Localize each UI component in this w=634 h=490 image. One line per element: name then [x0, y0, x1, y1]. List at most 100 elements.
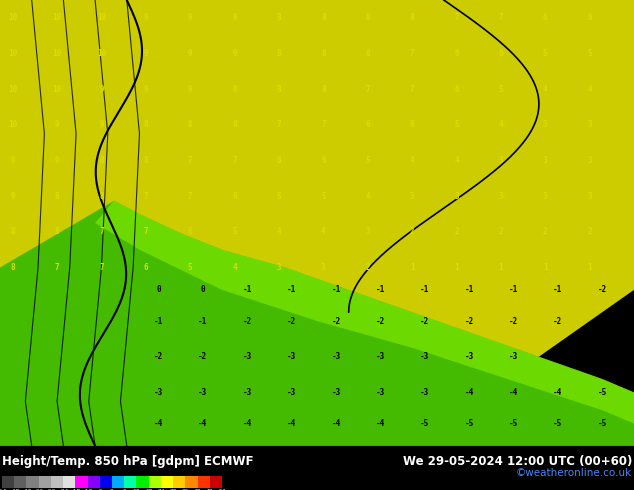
- Text: -2: -2: [154, 352, 163, 361]
- Bar: [112, 476, 124, 488]
- Bar: [124, 476, 136, 488]
- Text: -1: -1: [243, 285, 252, 294]
- Text: 8: 8: [321, 49, 326, 58]
- Text: -24: -24: [58, 489, 68, 490]
- Text: 4: 4: [454, 156, 459, 165]
- Text: -4: -4: [198, 419, 207, 428]
- Text: 24: 24: [157, 489, 165, 490]
- Text: 54: 54: [218, 489, 226, 490]
- Bar: [198, 476, 210, 488]
- Text: 8: 8: [10, 263, 15, 272]
- Text: 8: 8: [99, 192, 104, 201]
- Text: -3: -3: [154, 388, 163, 397]
- Text: 4: 4: [543, 85, 548, 94]
- Text: 8: 8: [232, 85, 237, 94]
- Text: 1: 1: [587, 263, 592, 272]
- Text: -1: -1: [465, 285, 474, 294]
- Text: 3: 3: [543, 121, 548, 129]
- Text: 10: 10: [8, 49, 17, 58]
- Text: 10: 10: [97, 13, 106, 23]
- Text: 9: 9: [55, 121, 60, 129]
- Text: 2: 2: [410, 227, 415, 236]
- Text: 0: 0: [110, 489, 114, 490]
- Bar: [185, 476, 198, 488]
- Text: -2: -2: [198, 352, 207, 361]
- Text: 10: 10: [53, 13, 61, 23]
- Text: -48: -48: [9, 489, 20, 490]
- Text: 9: 9: [10, 192, 15, 201]
- Text: 8: 8: [55, 192, 60, 201]
- Text: 10: 10: [53, 49, 61, 58]
- Text: 6: 6: [543, 13, 548, 23]
- Text: -2: -2: [420, 317, 429, 325]
- Text: 5: 5: [365, 156, 370, 165]
- Text: 8: 8: [365, 13, 370, 23]
- Polygon shape: [0, 0, 634, 401]
- Text: -30: -30: [45, 489, 56, 490]
- Text: 9: 9: [188, 85, 193, 94]
- Text: -4: -4: [287, 419, 296, 428]
- Text: -1: -1: [332, 285, 340, 294]
- Text: -5: -5: [598, 419, 607, 428]
- Text: 10: 10: [8, 85, 17, 94]
- Text: 7: 7: [99, 263, 104, 272]
- Text: -4: -4: [598, 352, 607, 361]
- Text: 8: 8: [55, 227, 60, 236]
- Text: -2: -2: [509, 317, 518, 325]
- Text: 3: 3: [587, 156, 592, 165]
- Text: 7: 7: [410, 85, 415, 94]
- Text: 6: 6: [365, 121, 370, 129]
- Text: -3: -3: [376, 352, 385, 361]
- Text: -4: -4: [553, 388, 562, 397]
- Bar: [39, 476, 51, 488]
- Text: -3: -3: [553, 352, 562, 361]
- Text: 0: 0: [156, 285, 161, 294]
- Text: 9: 9: [99, 85, 104, 94]
- Bar: [161, 476, 173, 488]
- Text: 8: 8: [276, 49, 281, 58]
- Bar: [87, 476, 100, 488]
- Text: -3: -3: [287, 388, 296, 397]
- Bar: [27, 476, 39, 488]
- Text: -1: -1: [553, 285, 562, 294]
- Text: 6: 6: [454, 49, 459, 58]
- Text: 6: 6: [188, 227, 193, 236]
- Text: -3: -3: [420, 352, 429, 361]
- Text: -1: -1: [376, 285, 385, 294]
- Text: -1: -1: [154, 317, 163, 325]
- Text: -3: -3: [376, 388, 385, 397]
- Text: 3: 3: [587, 121, 592, 129]
- Text: 7: 7: [188, 192, 193, 201]
- Text: 10: 10: [8, 13, 17, 23]
- Polygon shape: [0, 201, 634, 446]
- Text: 7: 7: [143, 227, 148, 236]
- Text: -6: -6: [96, 489, 103, 490]
- Text: 1: 1: [454, 263, 459, 272]
- Text: 1: 1: [543, 263, 548, 272]
- Text: -2: -2: [287, 317, 296, 325]
- Text: 3: 3: [587, 192, 592, 201]
- Text: 3: 3: [454, 192, 459, 201]
- Text: 6: 6: [321, 156, 326, 165]
- Text: 10: 10: [97, 49, 106, 58]
- Text: 9: 9: [99, 121, 104, 129]
- Text: -5: -5: [553, 419, 562, 428]
- Text: 5: 5: [188, 263, 193, 272]
- Text: 5: 5: [498, 85, 503, 94]
- Text: 7: 7: [232, 156, 237, 165]
- Text: 8: 8: [188, 121, 193, 129]
- Text: -18: -18: [70, 489, 81, 490]
- Text: 10: 10: [53, 85, 61, 94]
- Text: 5: 5: [454, 121, 459, 129]
- Text: 6: 6: [122, 489, 126, 490]
- Text: -54: -54: [0, 489, 8, 490]
- Text: 30: 30: [169, 489, 177, 490]
- Text: 3: 3: [498, 156, 503, 165]
- Text: -3: -3: [509, 352, 518, 361]
- Text: -1: -1: [198, 317, 207, 325]
- Text: 6: 6: [498, 49, 503, 58]
- Text: -4: -4: [332, 419, 340, 428]
- Text: 7: 7: [365, 85, 370, 94]
- Text: 7: 7: [143, 192, 148, 201]
- Bar: [148, 476, 161, 488]
